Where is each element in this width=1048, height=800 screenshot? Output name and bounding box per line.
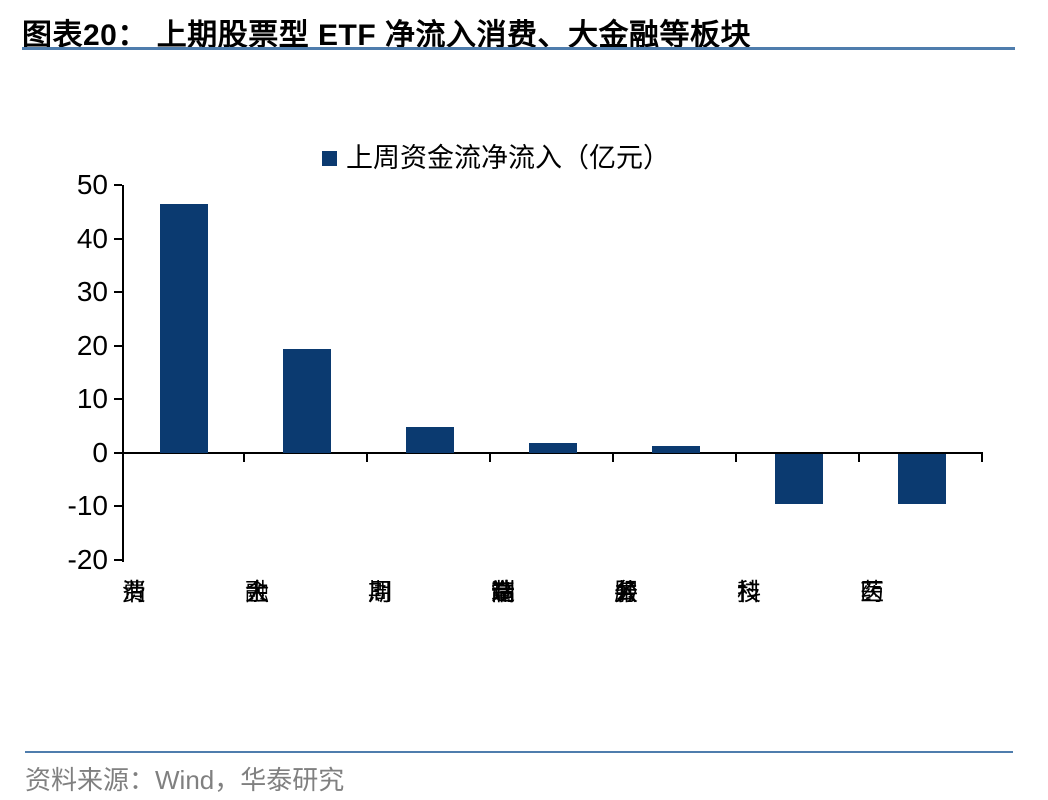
bar <box>774 453 823 504</box>
category-char: 期 <box>368 578 392 606</box>
y-tick-label: 20 <box>76 329 108 361</box>
y-tick-label: 50 <box>76 169 108 200</box>
bar <box>159 204 208 453</box>
chart-legend: 上周资金流净流入（亿元） <box>322 144 670 174</box>
y-tick <box>114 451 122 454</box>
category-char: 端 <box>491 578 515 606</box>
x-tick <box>612 452 614 462</box>
bar <box>282 348 331 453</box>
category-char: 高 <box>491 578 515 606</box>
category-char: 造 <box>491 578 515 606</box>
y-tick-label: -20 <box>67 544 108 575</box>
bar <box>897 453 946 504</box>
category-char: 公 <box>614 578 638 606</box>
y-tick <box>114 559 122 561</box>
category-char: 药 <box>860 578 884 606</box>
figure-title: 图表20： 上期股票型 ETF 净流入消费、大金融等板块 <box>22 19 752 52</box>
y-tick <box>114 344 122 347</box>
x-tick <box>981 452 983 462</box>
category-char: 务 <box>614 578 638 606</box>
y-tick <box>114 184 122 186</box>
footer-divider <box>25 751 1013 753</box>
category-char: 消 <box>122 578 146 606</box>
category-char: 服 <box>614 578 638 606</box>
legend-swatch-icon <box>322 151 337 167</box>
y-tick-label: 40 <box>76 222 108 254</box>
category-char: 共 <box>614 578 638 606</box>
y-tick <box>114 398 122 401</box>
x-axis-line <box>122 451 983 454</box>
y-tick-label: 10 <box>76 383 108 415</box>
plot-area: 50 40 30 20 10 0 -10 -20 消费 大金融 周期 高端制造 公共服务 科技 医药 <box>68 170 983 606</box>
bar <box>528 443 577 453</box>
category-char: 费 <box>122 578 146 606</box>
x-tick <box>366 452 368 462</box>
category-char: 科 <box>737 578 761 606</box>
y-tick <box>114 505 122 508</box>
x-tick <box>858 452 860 462</box>
category-char: 金 <box>245 578 269 606</box>
x-tick <box>489 452 491 462</box>
bar <box>651 446 700 453</box>
category-char: 融 <box>245 578 269 606</box>
category-char: 技 <box>737 578 761 606</box>
x-tick <box>735 452 737 462</box>
category-char: 医 <box>860 578 884 606</box>
category-char: 大 <box>245 578 269 606</box>
y-tick-label: 30 <box>76 276 108 308</box>
y-tick-label: -10 <box>67 490 108 522</box>
y-axis-line <box>122 185 124 562</box>
y-tick <box>114 237 122 240</box>
bar <box>405 427 454 453</box>
x-tick <box>243 452 245 462</box>
y-tick <box>114 291 122 294</box>
title-underline <box>22 47 1015 50</box>
category-char: 制 <box>491 578 515 606</box>
source-note: 资料来源：Wind，华泰研究 <box>25 765 345 795</box>
legend-label: 上周资金流净流入（亿元） <box>346 143 670 174</box>
y-tick-label: 0 <box>92 436 108 468</box>
category-char: 周 <box>368 578 392 606</box>
